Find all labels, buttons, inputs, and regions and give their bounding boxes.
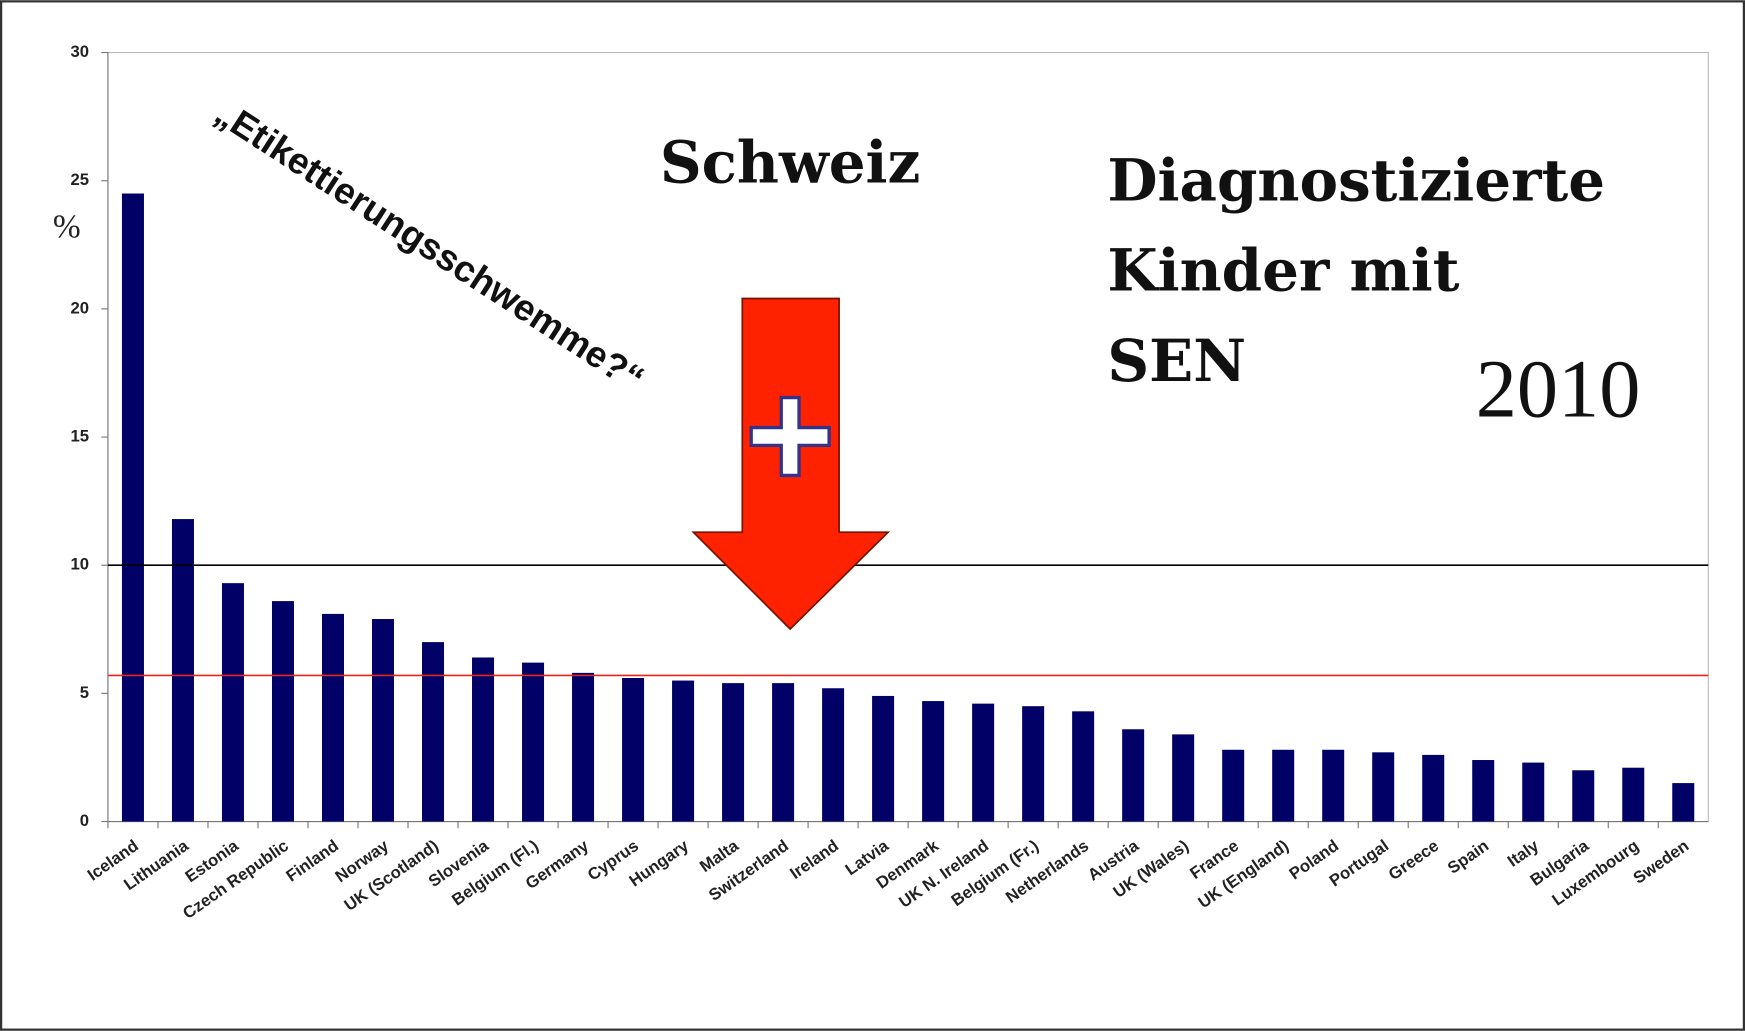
bar	[422, 642, 445, 822]
bar	[522, 662, 545, 822]
swiss-cross	[749, 395, 831, 478]
y-tick-label: 0	[80, 811, 89, 830]
bar	[722, 683, 745, 822]
title-line: Kinder mit	[1107, 237, 1459, 305]
bar	[672, 680, 695, 822]
bar	[1522, 762, 1545, 822]
bar	[1572, 770, 1595, 822]
y-tick-label: 30	[70, 42, 89, 61]
bar	[321, 613, 344, 822]
bar	[622, 677, 645, 822]
bar	[472, 657, 495, 822]
bar	[1222, 749, 1245, 822]
bar	[772, 683, 795, 822]
bar	[372, 619, 395, 822]
y-tick-label: 25	[70, 170, 89, 189]
bar	[271, 601, 294, 822]
bar	[221, 583, 244, 822]
annotation: Schweiz	[660, 129, 921, 197]
y-tick-label: 20	[70, 298, 89, 317]
bar	[1622, 767, 1645, 822]
bar	[922, 701, 945, 822]
bar	[822, 688, 845, 822]
bar	[1072, 711, 1095, 822]
year: 2010	[1476, 343, 1641, 434]
title-line: SEN	[1107, 327, 1246, 395]
bar	[171, 519, 194, 822]
bar	[1022, 706, 1045, 822]
bar	[872, 695, 895, 822]
y-tick-label: 5	[80, 683, 89, 702]
bar	[1272, 749, 1295, 822]
bar	[1372, 752, 1395, 822]
bar	[1172, 734, 1195, 822]
bar	[1672, 783, 1695, 822]
bar	[972, 703, 995, 822]
bar	[121, 193, 144, 822]
y-tick-label: 15	[70, 426, 89, 445]
bar	[1322, 749, 1345, 822]
y-tick-label: 10	[70, 555, 89, 574]
bar	[1122, 729, 1145, 822]
bar	[1472, 760, 1495, 822]
bar	[572, 672, 595, 822]
bar	[1422, 754, 1445, 822]
title-line: Diagnostizierte	[1107, 147, 1605, 215]
y-axis-label: %	[53, 208, 81, 245]
